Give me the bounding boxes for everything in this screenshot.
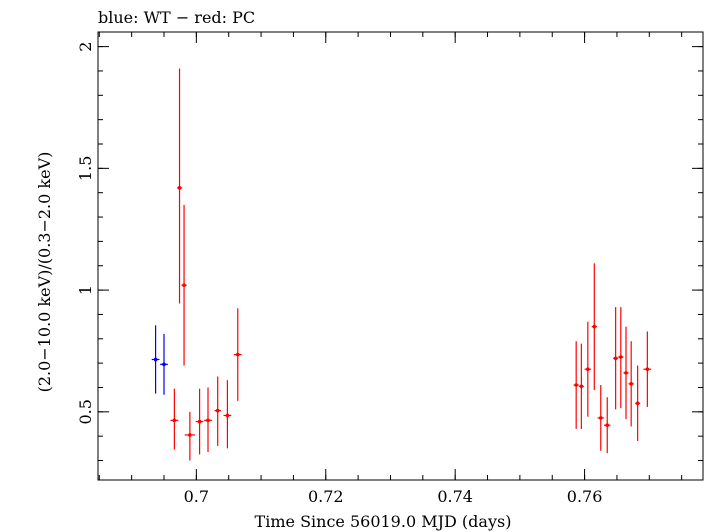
y-axis-label: (2.0−10.0 keV)/(0.3−2.0 keV) [35,152,54,393]
point-marker [598,416,603,420]
point-marker [605,423,610,428]
data-point [233,308,242,401]
point-marker [177,186,182,190]
data-point [223,380,232,449]
data-point [573,341,579,429]
y-tick-label: 1.5 [76,156,95,181]
data-point [176,68,183,304]
data-point [170,388,179,450]
point-marker [197,419,202,424]
plot-frame [97,31,704,481]
data-point [204,387,212,452]
data-point [628,341,634,427]
series-1 [170,68,652,461]
axis-ticks [98,32,703,480]
x-tick-label: 0.72 [308,487,344,506]
point-marker [592,324,597,329]
point-marker [172,418,177,423]
data-point [623,326,629,420]
point-marker [206,418,210,423]
data-series [151,68,652,461]
x-tick-label: 0.74 [437,487,473,506]
chart-title: blue: WT − red: PC [98,8,255,27]
point-marker [225,413,230,418]
data-point [635,365,641,442]
data-point [184,411,196,461]
point-marker [579,384,584,389]
data-point [613,307,619,410]
point-marker [153,357,158,362]
x-axis-label: Time Since 56019.0 MJD (days) [255,512,512,531]
data-point [584,321,592,417]
y-tick-label: 0.5 [76,399,95,424]
data-point [151,325,160,394]
point-marker [613,356,618,361]
point-marker [162,362,166,367]
y-tick-label: 2 [76,42,95,52]
series-0 [151,325,168,395]
point-marker [629,382,633,386]
point-marker [215,408,220,413]
data-point [195,388,204,455]
data-point [597,385,604,451]
point-marker [624,371,628,375]
tick-labels: 0.7 0.72 0.74 0.76 0.5 1 1.5 2 [76,42,602,506]
data-point [214,376,221,446]
data-point [643,331,652,407]
point-marker [182,283,186,288]
y-tick-label: 1 [76,285,95,295]
data-point [604,397,611,454]
point-marker [645,367,650,372]
point-marker [619,355,623,359]
point-marker [574,383,578,387]
data-point [591,263,597,390]
data-point [578,343,584,429]
x-tick-label: 0.7 [184,487,209,506]
data-point [618,307,624,409]
point-marker [586,367,590,372]
point-marker [188,433,192,437]
data-point [160,333,168,395]
point-marker [235,352,240,357]
point-marker [635,401,640,406]
x-tick-label: 0.76 [567,487,603,506]
data-point [181,204,187,366]
